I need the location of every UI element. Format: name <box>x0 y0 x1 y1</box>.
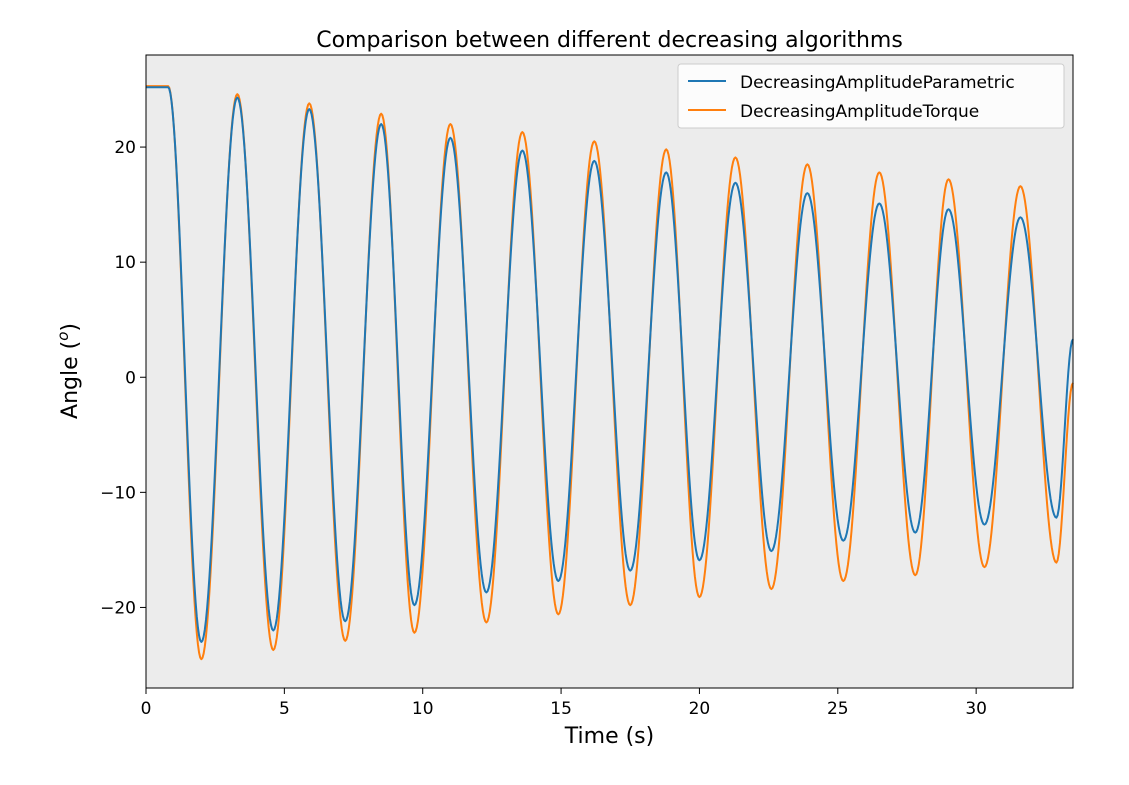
plot-frame <box>145 54 1074 689</box>
y-tick-label: −10 <box>100 483 136 503</box>
x-tick-label: 30 <box>965 699 987 719</box>
x-axis-label: Time (s) <box>564 724 654 749</box>
y-tick-label: 20 <box>114 138 136 158</box>
x-tick-label: 0 <box>141 699 152 719</box>
y-axis-label: Angle (o) <box>54 323 83 419</box>
x-tick-label: 15 <box>550 699 572 719</box>
x-tick-label: 10 <box>412 699 434 719</box>
legend: DecreasingAmplitudeParametric Decreasing… <box>677 63 1065 129</box>
x-axis-ticks: 0 5 10 15 20 25 30 <box>141 688 987 719</box>
chart-title: Comparison between different decreasing … <box>316 28 903 53</box>
plot-background <box>146 55 1073 688</box>
series-layer <box>146 85 1074 661</box>
x-tick-label: 20 <box>689 699 711 719</box>
y-axis-ticks: −20 −10 0 10 20 <box>100 138 146 618</box>
legend-box <box>677 63 1065 129</box>
y-tick-label: −20 <box>100 598 136 618</box>
series-line-decreasing-amplitude-parametric <box>146 86 1074 643</box>
y-tick-label: 0 <box>125 368 136 388</box>
x-tick-label: 25 <box>827 699 849 719</box>
y-tick-label: 10 <box>114 253 136 273</box>
legend-label-parametric: DecreasingAmplitudeParametric <box>740 73 1015 93</box>
x-tick-label: 5 <box>279 699 290 719</box>
legend-label-torque: DecreasingAmplitudeTorque <box>740 102 979 122</box>
